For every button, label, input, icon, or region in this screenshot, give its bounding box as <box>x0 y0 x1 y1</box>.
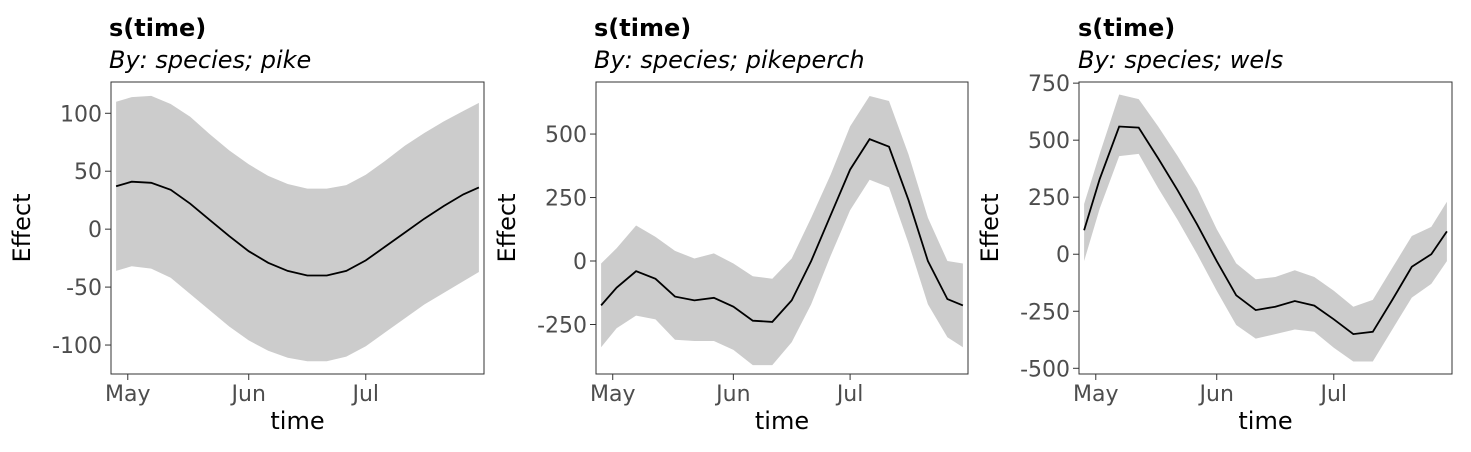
y-axis-label: Effect <box>493 193 521 262</box>
y-tick-label: 100 <box>60 102 102 127</box>
panel-title: s(time) <box>1078 14 1175 42</box>
y-tick-label: 0 <box>573 250 587 275</box>
smooth-line <box>115 180 480 277</box>
smooth-line <box>600 137 964 323</box>
y-tick-label: -250 <box>537 313 587 338</box>
confidence-band <box>116 95 479 362</box>
panel-pikeperch: s(time) By: species; pikeperch 500 250 0 -250… <box>493 14 969 435</box>
y-tick-label: -50 <box>66 276 102 301</box>
x-tick-label: Jul <box>1319 382 1348 407</box>
y-axis-label: Effect <box>8 193 36 262</box>
y-tick-label: 750 <box>1028 72 1070 97</box>
panel-title: s(time) <box>594 14 691 42</box>
x-tick-label: Jul <box>835 382 864 407</box>
panel-border <box>595 81 969 375</box>
y-tick-label: 500 <box>1028 129 1070 154</box>
x-tick-label: Jul <box>351 382 380 407</box>
panel-pike: s(time) By: species; pike 100 50 0 -50 -100May… <box>8 14 485 435</box>
x-tick-label: May <box>105 382 150 407</box>
x-tick-label: May <box>590 382 635 407</box>
x-tick-label: Jun <box>714 382 750 407</box>
y-tick-label: 500 <box>545 123 587 148</box>
y-tick-label: -500 <box>1020 357 1070 382</box>
smooth-line <box>1083 125 1448 336</box>
panel-border <box>1078 81 1453 375</box>
panel-wels: s(time) By: species; wels 750 500 250 0 -250 -5… <box>976 14 1453 435</box>
panel-subtitle: By: species; wels <box>1078 46 1283 74</box>
x-tick-label: Jun <box>230 382 266 407</box>
x-tick-label: May <box>1073 382 1118 407</box>
x-axis-label: time <box>755 407 809 435</box>
x-axis-label: time <box>270 407 324 435</box>
y-axis-label: Effect <box>976 193 1004 262</box>
y-tick-label: 0 <box>1056 243 1070 268</box>
y-tick-label: 0 <box>88 218 102 243</box>
panel-subtitle: By: species; pikeperch <box>594 46 865 74</box>
panel-title: s(time) <box>109 14 206 42</box>
panel-subtitle: By: species; pike <box>109 46 311 74</box>
confidence-band <box>1084 94 1447 362</box>
y-tick-label: 50 <box>74 160 102 185</box>
x-axis-label: time <box>1238 407 1292 435</box>
y-tick-label: -100 <box>52 334 102 359</box>
x-tick-label: Jun <box>1198 382 1234 407</box>
y-tick-label: -250 <box>1020 300 1070 325</box>
y-tick-label: 250 <box>545 187 587 212</box>
panel-border <box>110 81 485 375</box>
y-tick-label: 250 <box>1028 186 1070 211</box>
confidence-band <box>601 96 963 366</box>
